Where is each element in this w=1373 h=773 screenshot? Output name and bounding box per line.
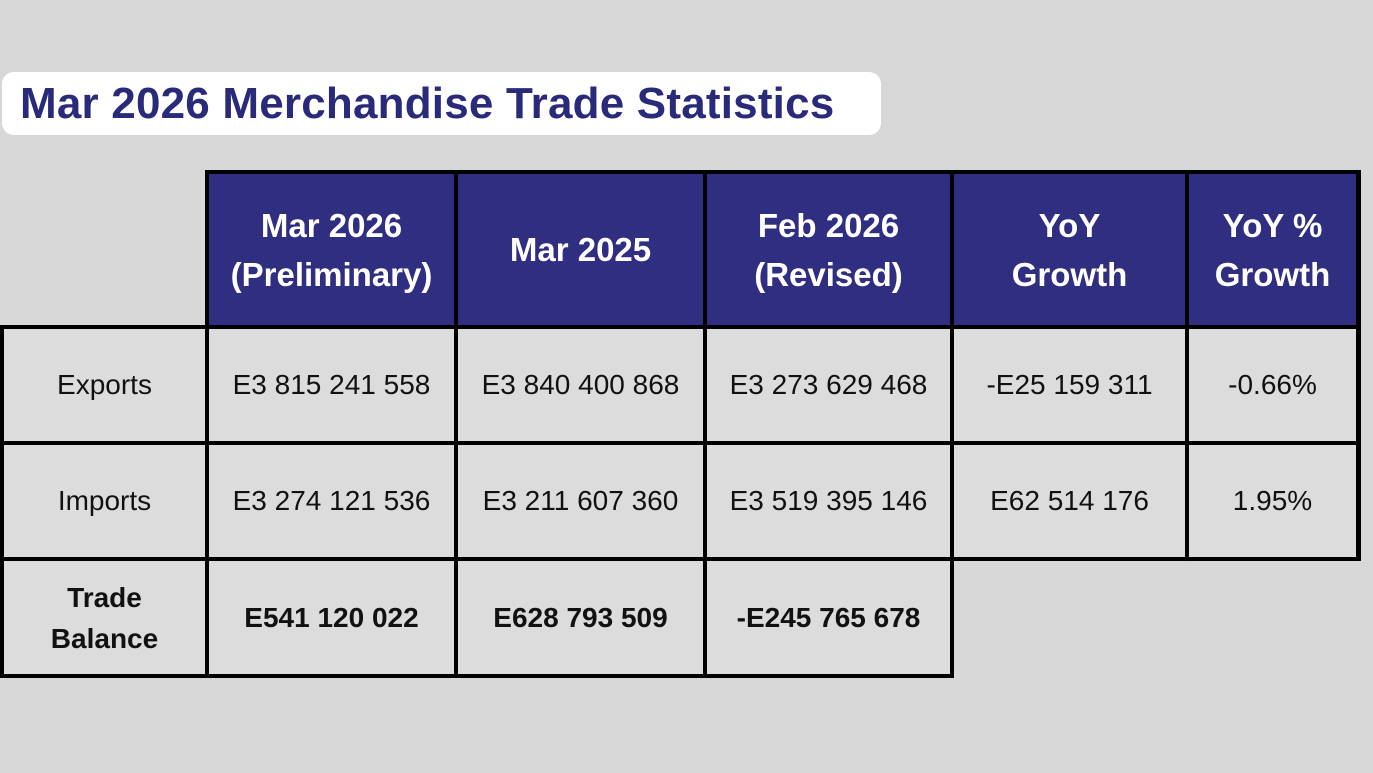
exports-yoy-pct-growth: -0.66%: [1189, 329, 1356, 441]
trade-balance-yoy-pct-growth-empty: [1189, 561, 1360, 678]
grid-line-row3-bottom: [0, 674, 954, 678]
header-mar-2025-label: Mar 2025: [509, 231, 652, 268]
trade-balance-mar-2026: E541 120 022: [209, 561, 454, 674]
trade-balance-feb-2026: -E245 765 678: [707, 561, 950, 674]
grid-line-col4: [950, 170, 954, 678]
imports-mar-2025: E3 211 607 360: [458, 445, 703, 557]
imports-mar-2026-value: E3 274 121 536: [232, 485, 431, 516]
grid-line-col3: [703, 170, 707, 678]
grid-line-col1: [205, 170, 209, 678]
grid-line-header-bottom: [0, 325, 1361, 329]
exports-mar-2026: E3 815 241 558: [209, 329, 454, 441]
page-title: Mar 2026 Merchandise Trade Statistics: [20, 78, 835, 128]
header-mar-2025: Mar 2025: [458, 174, 703, 325]
row-label-imports-text: Imports: [57, 485, 152, 516]
imports-yoy-growth-value: E62 514 176: [990, 485, 1149, 516]
imports-mar-2025-value: E3 211 607 360: [482, 485, 679, 516]
exports-feb-2026-value: E3 273 629 468: [729, 369, 928, 400]
exports-yoy-pct-growth-value: -0.66%: [1228, 369, 1317, 400]
trade-balance-mar-2026-value: E541 120 022: [244, 601, 419, 633]
header-corner-cell: [0, 170, 205, 325]
header-yoy-pct-growth-label: YoY % Growth: [1214, 206, 1331, 293]
grid-line-row2-bottom: [0, 557, 1361, 561]
exports-yoy-growth-value: -E25 159 311: [986, 369, 1153, 400]
title-banner: Mar 2026 Merchandise Trade Statistics: [2, 72, 881, 135]
imports-yoy-growth: E62 514 176: [954, 445, 1185, 557]
header-yoy-growth: YoY Growth: [954, 174, 1185, 325]
grid-line-row1-bottom: [0, 441, 1361, 445]
row-label-trade-balance-text: Trade Balance: [50, 581, 159, 654]
header-yoy-growth-label: YoY Growth: [1011, 206, 1128, 293]
header-yoy-pct-growth: YoY % Growth: [1189, 174, 1356, 325]
imports-mar-2026: E3 274 121 536: [209, 445, 454, 557]
grid-line-top: [205, 170, 1361, 174]
trade-balance-mar-2025: E628 793 509: [458, 561, 703, 674]
grid-line-col5: [1185, 170, 1189, 561]
exports-mar-2026-value: E3 815 241 558: [232, 369, 431, 400]
row-label-imports: Imports: [4, 445, 205, 557]
row-label-exports: Exports: [4, 329, 205, 441]
exports-mar-2025-value: E3 840 400 868: [481, 369, 680, 400]
header-mar-2026-label: Mar 2026 (Preliminary): [230, 206, 433, 293]
imports-yoy-pct-growth: 1.95%: [1189, 445, 1356, 557]
imports-feb-2026-value: E3 519 395 146: [729, 485, 928, 516]
grid-line-col2: [454, 170, 458, 678]
row-label-trade-balance: Trade Balance: [4, 561, 205, 674]
exports-yoy-growth: -E25 159 311: [954, 329, 1185, 441]
imports-feb-2026: E3 519 395 146: [707, 445, 950, 557]
header-mar-2026: Mar 2026 (Preliminary): [209, 174, 454, 325]
grid-line-right: [1356, 170, 1361, 561]
trade-balance-mar-2025-value: E628 793 509: [493, 601, 668, 633]
row-label-exports-text: Exports: [57, 369, 152, 400]
exports-mar-2025: E3 840 400 868: [458, 329, 703, 441]
trade-balance-feb-2026-value: -E245 765 678: [736, 601, 921, 633]
grid-line-left: [0, 325, 4, 678]
header-feb-2026: Feb 2026 (Revised): [707, 174, 950, 325]
imports-yoy-pct-growth-value: 1.95%: [1232, 485, 1313, 516]
header-feb-2026-label: Feb 2026 (Revised): [754, 206, 903, 293]
exports-feb-2026: E3 273 629 468: [707, 329, 950, 441]
trade-balance-yoy-growth-empty: [954, 561, 1185, 678]
